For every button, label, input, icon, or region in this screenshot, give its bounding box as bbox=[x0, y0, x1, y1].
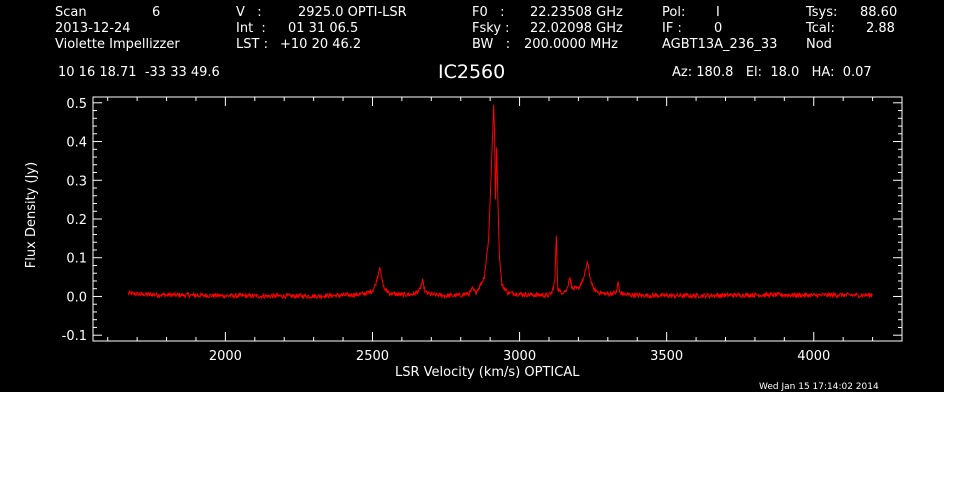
tsys-label: Tsys: bbox=[806, 5, 838, 20]
y-axis-label: Flux Density (Jy) bbox=[24, 161, 39, 269]
y-tick-label: 0.1 bbox=[66, 252, 87, 267]
project-id: AGBT13A_236_33 bbox=[662, 37, 778, 52]
pol-label: Pol: bbox=[662, 5, 686, 20]
observation-date: 2013-12-24 bbox=[55, 21, 131, 36]
x-tick-label: 3000 bbox=[503, 349, 536, 364]
observer-name: Violette Impellizzer bbox=[55, 37, 180, 52]
lst-label: LST : bbox=[236, 37, 268, 52]
bandwidth-value: 200.0000 MHz bbox=[524, 37, 618, 52]
tcal-value: 2.88 bbox=[866, 21, 895, 36]
fsky-label: Fsky : bbox=[472, 21, 510, 36]
pol-value: I bbox=[716, 5, 720, 20]
y-tick-label: 0.2 bbox=[66, 213, 87, 228]
if-value: 0 bbox=[714, 21, 723, 36]
x-tick-label: 2000 bbox=[209, 349, 242, 364]
x-tick-label: 4000 bbox=[797, 349, 830, 364]
x-axis-label: LSR Velocity (km/s) OPTICAL bbox=[395, 365, 580, 380]
bandwidth-label: BW : bbox=[472, 37, 511, 52]
velocity-label: V : bbox=[236, 5, 262, 20]
lst-value: +10 20 46.2 bbox=[280, 37, 362, 52]
y-tick-label: 0.4 bbox=[66, 136, 87, 151]
scan-number: 6 bbox=[152, 5, 161, 20]
int-value: 01 31 06.5 bbox=[288, 21, 359, 36]
source-coordinates: 10 16 18.71 -33 33 49.6 bbox=[58, 65, 220, 80]
x-tick-label: 2500 bbox=[356, 349, 389, 364]
y-tick-label: 0.0 bbox=[66, 290, 87, 305]
f0-value: 22.23508 GHz bbox=[530, 5, 623, 20]
procedure-name: Nod bbox=[806, 37, 832, 52]
if-label: IF : bbox=[662, 21, 682, 36]
spectrum-chart: 2000 2500 3000 3500 4000 -0.1 0.0 0.1 0.2 0.3 0.4 0… bbox=[62, 96, 903, 364]
plot-panel: Scan 6 2013-12-24 Violette Impellizzer V… bbox=[0, 0, 944, 392]
fsky-value: 22.02098 GHz bbox=[530, 21, 623, 36]
spectrum-series-line bbox=[127, 104, 873, 300]
az-el-ha: Az: 180.8 El: 18.0 HA: 0.07 bbox=[672, 65, 872, 80]
tcal-label: Tcal: bbox=[806, 21, 835, 36]
plot-timestamp: Wed Jan 15 17:14:02 2014 bbox=[759, 382, 879, 392]
tsys-value: 88.60 bbox=[860, 5, 898, 20]
y-tick-label: 0.3 bbox=[66, 174, 87, 189]
source-name: IC2560 bbox=[438, 61, 506, 83]
int-label: Int : bbox=[236, 21, 266, 36]
y-tick-label: 0.5 bbox=[66, 97, 87, 112]
y-tick-label: -0.1 bbox=[62, 329, 87, 344]
plot-frame bbox=[92, 96, 903, 342]
scan-label: Scan bbox=[55, 5, 87, 20]
velocity-value: 2925.0 OPTI-LSR bbox=[298, 5, 407, 20]
f0-label: F0 : bbox=[472, 5, 505, 20]
x-tick-label: 3500 bbox=[650, 349, 683, 364]
